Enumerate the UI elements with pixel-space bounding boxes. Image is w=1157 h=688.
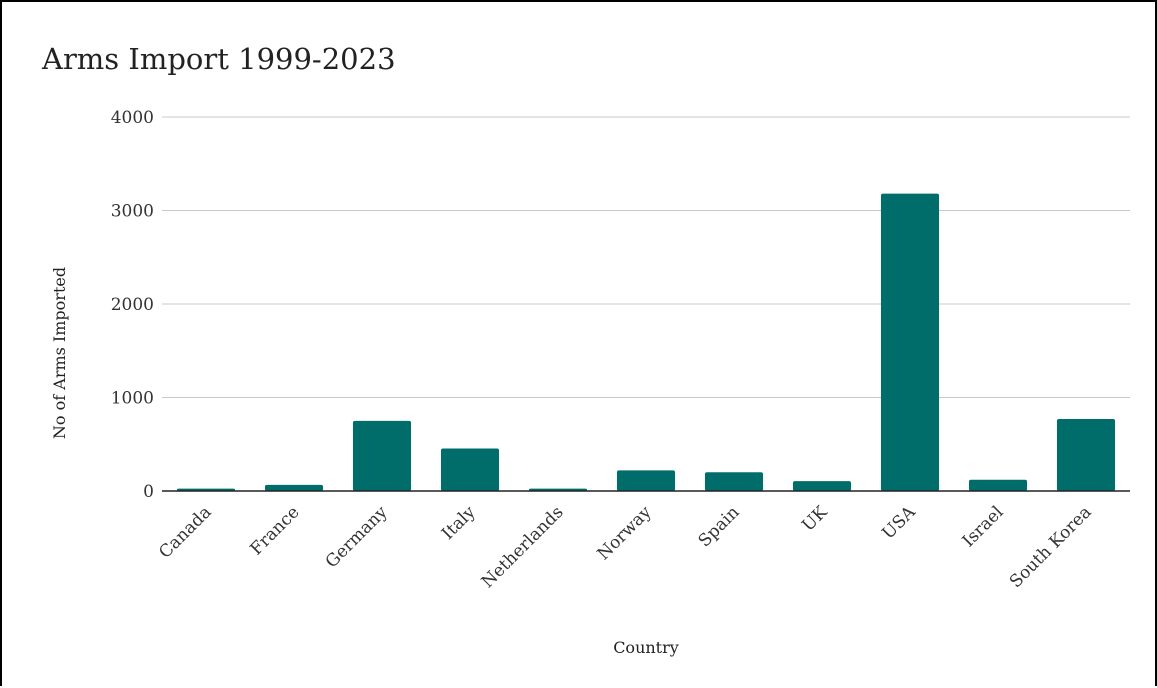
chart-title: Arms Import 1999-2023 xyxy=(42,42,396,76)
bar-usa xyxy=(880,193,940,492)
gridlines xyxy=(162,116,1130,398)
x-tick-label: Spain xyxy=(695,502,744,551)
bar-norway xyxy=(616,470,676,491)
bar-uk xyxy=(792,481,852,491)
bar-italy xyxy=(440,448,500,491)
y-tick-label: 3000 xyxy=(111,202,154,222)
bar-spain xyxy=(704,472,764,491)
x-tick-label: Israel xyxy=(959,502,1008,551)
y-tick-label: 1000 xyxy=(111,389,154,409)
x-axis-title: Country xyxy=(613,638,679,657)
x-tick-label: UK xyxy=(798,502,831,535)
x-tick-label: Norway xyxy=(594,502,656,564)
bar-germany xyxy=(352,420,412,491)
x-tick-label: USA xyxy=(878,502,920,544)
y-tick-label: 4000 xyxy=(111,108,154,128)
y-axis-ticks: 0 1000 2000 3000 4000 xyxy=(111,108,154,502)
x-tick-label: Italy xyxy=(438,502,480,544)
bar-south-korea xyxy=(1056,419,1116,491)
bar-france xyxy=(264,484,324,491)
bars xyxy=(176,193,1116,492)
x-tick-label: Netherlands xyxy=(478,502,568,592)
bar-israel xyxy=(968,479,1028,491)
y-tick-label: 0 xyxy=(143,482,154,502)
y-tick-label: 2000 xyxy=(111,295,154,315)
x-tick-label: Germany xyxy=(322,502,392,572)
x-tick-label: France xyxy=(247,502,304,559)
x-tick-label: Canada xyxy=(155,502,215,562)
x-tick-label: South Korea xyxy=(1006,502,1096,592)
y-axis-title: No of Arms Imported xyxy=(50,267,69,439)
